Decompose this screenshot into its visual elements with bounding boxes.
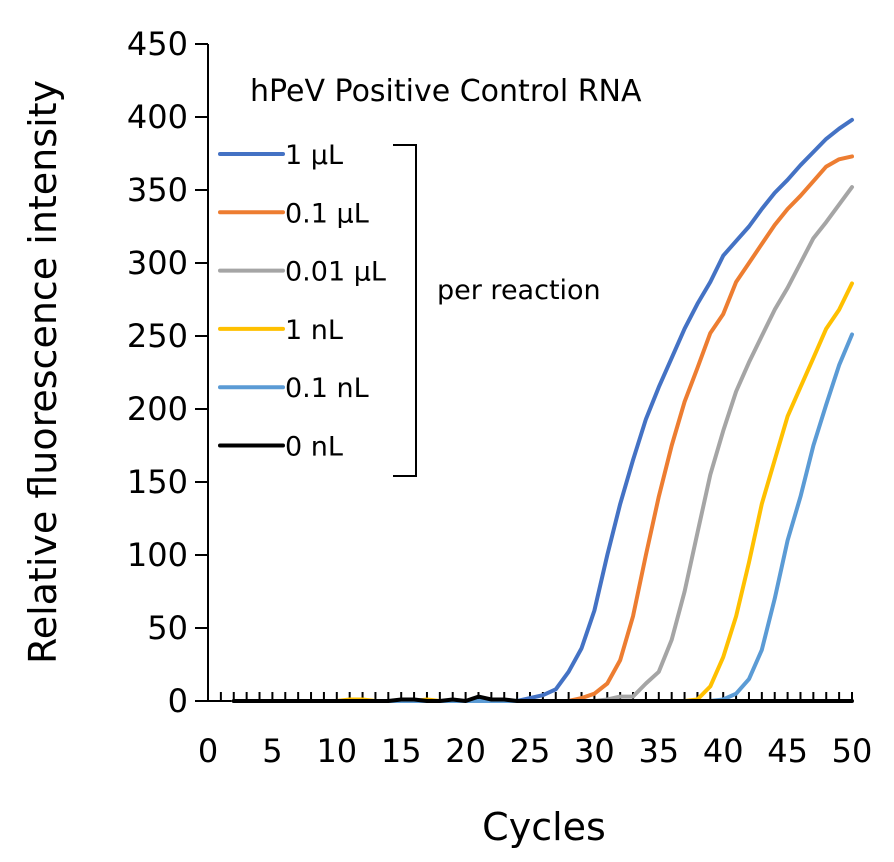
x-tick-label: 30 bbox=[574, 732, 615, 770]
series-lines bbox=[231, 117, 854, 703]
x-tick-label: 25 bbox=[510, 732, 551, 770]
y-tick-label: 350 bbox=[127, 171, 188, 209]
legend-note: per reaction bbox=[437, 275, 601, 306]
x-axis-title: Cycles bbox=[482, 805, 606, 849]
x-ticks: 0 5 10 15 20 25 30 35 40 45 50 bbox=[198, 692, 873, 770]
legend-item: 0.1 µL bbox=[218, 198, 369, 229]
y-tick-label: 250 bbox=[127, 317, 188, 355]
x-tick-label: 5 bbox=[262, 732, 282, 770]
chart-title: hPeV Positive Control RNA bbox=[250, 74, 642, 109]
y-tick-label: 450 bbox=[127, 25, 188, 63]
x-tick-label: 50 bbox=[832, 732, 873, 770]
legend-item: 0.1 nL bbox=[218, 373, 369, 404]
legend-item: 1 nL bbox=[218, 315, 343, 346]
x-tick-label: 0 bbox=[198, 732, 218, 770]
legend-item: 0.01 µL bbox=[218, 257, 386, 288]
x-tick-label: 40 bbox=[703, 732, 744, 770]
x-tick-label: 20 bbox=[445, 732, 486, 770]
y-tick-label: 150 bbox=[127, 463, 188, 501]
x-tick-label: 10 bbox=[316, 732, 357, 770]
y-tick-label: 0 bbox=[168, 682, 188, 720]
y-tick-label: 50 bbox=[147, 609, 188, 647]
legend-item: 0 nL bbox=[218, 432, 343, 463]
y-tick-label: 100 bbox=[127, 536, 188, 574]
y-tick-label: 300 bbox=[127, 244, 188, 282]
y-tick-label: 200 bbox=[127, 390, 188, 428]
legend-label: 0.01 µL bbox=[285, 257, 386, 288]
series-line-1 bbox=[231, 154, 854, 703]
legend-label: 0 nL bbox=[285, 432, 343, 463]
legend-label: 1 nL bbox=[285, 315, 343, 346]
legend-item: 1 µL bbox=[218, 140, 343, 171]
legend-label: 0.1 nL bbox=[285, 373, 369, 404]
y-ticks: 0 50 100 150 200 250 300 350 400 450 bbox=[127, 25, 208, 720]
y-tick-label: 400 bbox=[127, 98, 188, 136]
series-line-3 bbox=[231, 281, 854, 703]
legend-label: 0.1 µL bbox=[285, 198, 369, 229]
x-tick-label: 15 bbox=[381, 732, 422, 770]
legend: 1 µL 0.1 µL 0.01 µL 1 nL 0.1 nL 0 nL bbox=[218, 140, 386, 463]
legend-bracket bbox=[393, 144, 417, 477]
y-axis-title: Relative fluorescence intensity bbox=[21, 80, 65, 664]
series-line-5 bbox=[231, 694, 854, 703]
legend-label: 1 µL bbox=[285, 140, 343, 171]
x-tick-label: 45 bbox=[767, 732, 808, 770]
x-tick-label: 35 bbox=[638, 732, 679, 770]
